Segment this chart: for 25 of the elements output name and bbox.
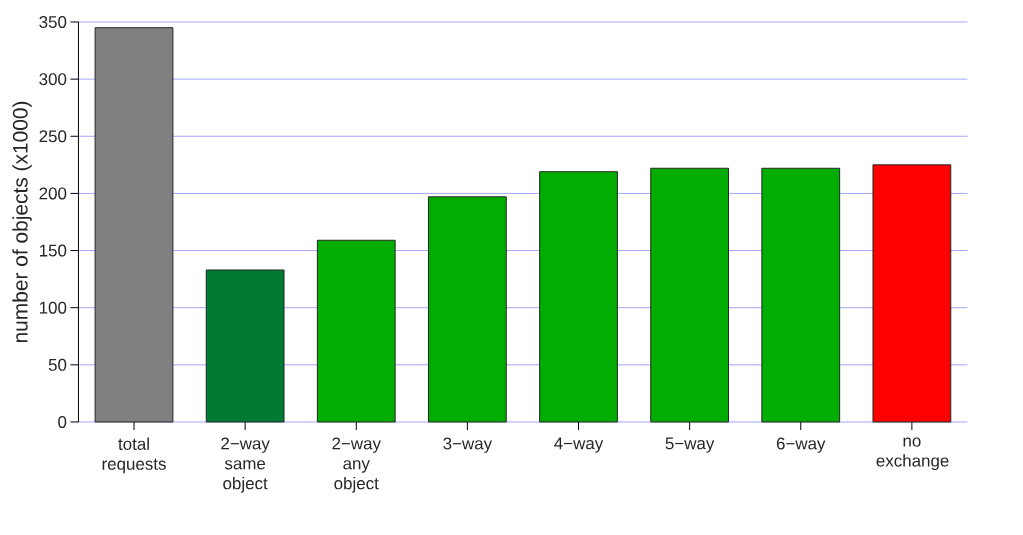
x-tick-label: 5−way [665, 437, 715, 453]
bar [94, 27, 174, 423]
y-tick-label: 200 [39, 187, 67, 200]
bar [761, 167, 841, 423]
x-tick-label: 6−way [776, 437, 826, 453]
y-tick-label: 250 [39, 130, 67, 143]
y-axis-title: number of objects (x1000) [12, 101, 32, 343]
bar [205, 269, 285, 423]
bar [650, 167, 730, 423]
y-tick-label: 150 [39, 244, 67, 257]
bar [872, 164, 952, 423]
y-tick-label: 350 [39, 15, 67, 28]
x-tick-label: no exchange [876, 437, 949, 471]
bar [427, 196, 507, 423]
y-tick-label: 50 [48, 358, 67, 371]
bar [539, 171, 618, 423]
x-tick-label: 2−way same object [221, 437, 270, 493]
bar [316, 239, 396, 423]
y-tick-label: 0 [58, 415, 67, 428]
x-tick-label: 2−way any object [332, 437, 381, 493]
x-tick-label: 4−way [554, 437, 604, 453]
x-tick-label: 3−way [443, 437, 493, 453]
x-tick-label: total requests [102, 437, 166, 474]
y-tick-label: 300 [39, 73, 67, 86]
y-tick-label: 100 [39, 301, 67, 314]
